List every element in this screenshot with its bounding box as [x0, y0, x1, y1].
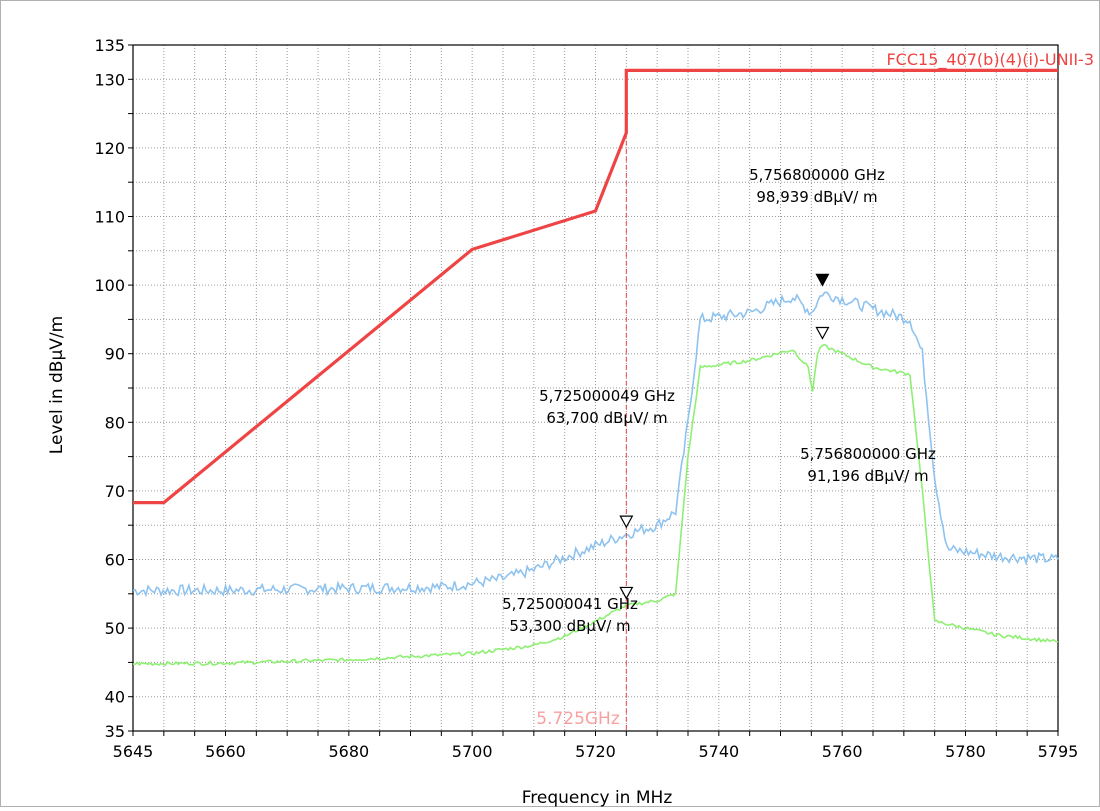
y-tick-label: 40 [105, 688, 125, 707]
y-tick-label: 90 [105, 345, 125, 364]
grid [133, 45, 1058, 731]
x-tick-label: 5780 [945, 742, 986, 761]
limit-line [133, 68, 1058, 505]
y-tick-label: 50 [105, 619, 125, 638]
y-tick-label: 60 [105, 551, 125, 570]
marker-level-label: 53,300 dBµV/ m [509, 617, 630, 635]
x-axis-label: Frequency in MHz [522, 788, 673, 807]
x-tick-label: 5720 [575, 742, 616, 761]
x-tick-label: 5660 [205, 742, 246, 761]
marker-triangle [815, 273, 830, 287]
marker-frequency-label: 5,725000049 GHz [539, 387, 675, 405]
marker-level-label: 98,939 dBµV/ m [756, 188, 877, 206]
marker-frequency-label: 5,756800000 GHz [800, 445, 936, 463]
limit-layer [133, 68, 1058, 731]
limit-line-label: FCC15_407(b)(4)(i)-UNII-3 [886, 50, 1094, 70]
series-line-2 [132, 343, 1059, 667]
y-axis-label: Level in dBµV/m [47, 316, 67, 454]
y-tick-label: 130 [94, 70, 125, 89]
band-edge-label: 5.725GHz [536, 709, 620, 729]
marker-triangle [619, 515, 634, 529]
y-tick-label: 135 [94, 36, 125, 55]
marker-triangle [815, 326, 830, 340]
x-tick-label: 5645 [113, 742, 154, 761]
x-tick-label: 5700 [452, 742, 493, 761]
series-layer [132, 291, 1059, 667]
marker-frequency-label: 5,725000041 GHz [502, 595, 638, 613]
y-tick-label: 120 [94, 139, 125, 158]
marker-layer: 5,756800000 GHz 98,939 dBµV/ m 5,756800000… [502, 166, 936, 635]
marker-level-label: 91,196 dBµV/ m [807, 467, 928, 485]
y-tick-label: 100 [94, 276, 125, 295]
y-tick-label: 70 [105, 482, 125, 501]
marker-frequency-label: 5,756800000 GHz [749, 166, 885, 184]
x-tick-label: 5795 [1038, 742, 1079, 761]
marker-level-label: 63,700 dBµV/ m [546, 409, 667, 427]
series-line-1 [132, 291, 1059, 598]
axes: 5645 5660 5680 5700 5720 5740 5760 5780 5795 35 40… [94, 36, 1078, 761]
x-tick-label: 5680 [328, 742, 369, 761]
y-tick-label: 35 [105, 722, 125, 741]
x-tick-label: 5760 [822, 742, 863, 761]
y-tick-label: 80 [105, 413, 125, 432]
y-tick-label: 110 [94, 208, 125, 227]
x-tick-label: 5740 [698, 742, 739, 761]
marker-triangle [619, 586, 634, 600]
